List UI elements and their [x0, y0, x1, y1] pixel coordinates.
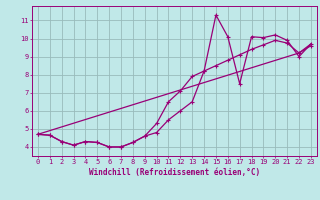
- X-axis label: Windchill (Refroidissement éolien,°C): Windchill (Refroidissement éolien,°C): [89, 168, 260, 177]
